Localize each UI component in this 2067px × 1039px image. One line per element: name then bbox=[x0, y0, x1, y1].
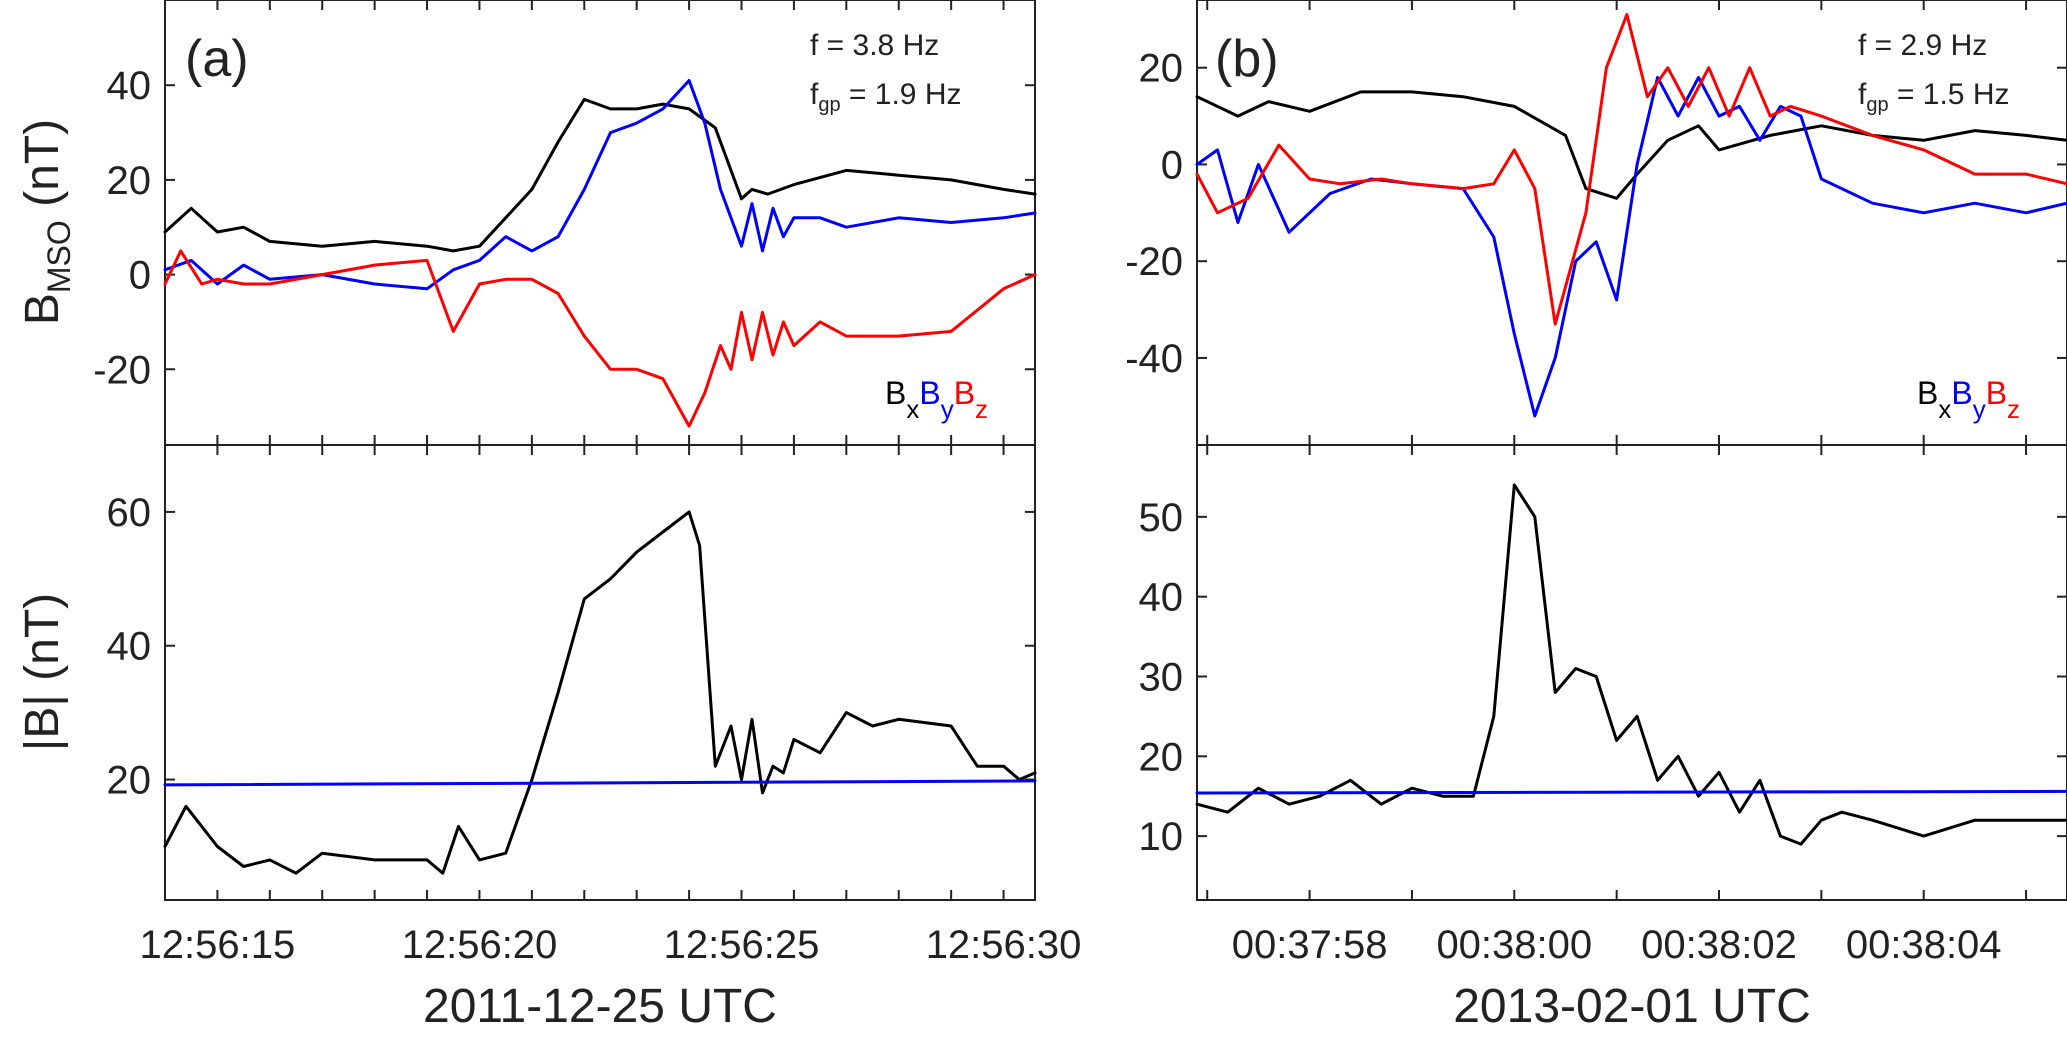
y-tick-label: 20 bbox=[107, 159, 152, 203]
x-axis-label: 2013-02-01 UTC bbox=[1453, 980, 1811, 1033]
series-line-bz bbox=[1195, 13, 2067, 326]
y-tick-label: 40 bbox=[1139, 576, 1184, 620]
y-tick-label: 30 bbox=[1139, 655, 1184, 699]
x-tick-label: 12:56:30 bbox=[926, 923, 1082, 967]
legend-bx: B bbox=[885, 375, 906, 411]
panel-b-top: -40 -20 0 20 (b) f = 2.9 Hz fgp = 1.5 Hz Bx… bbox=[1125, 0, 2067, 446]
legend-by: B bbox=[1951, 375, 1972, 411]
x-tick-label: 00:38:04 bbox=[1846, 923, 2002, 967]
x-tick-label: 00:37:58 bbox=[1232, 923, 1388, 967]
tick-marks: -20 0 20 40 bbox=[93, 0, 1035, 445]
series-group bbox=[163, 510, 1037, 875]
series-line-reference bbox=[163, 779, 1037, 787]
x-tick-label: 12:56:20 bbox=[402, 923, 558, 967]
y-tick-label: -40 bbox=[1125, 337, 1183, 381]
x-tick-label: 12:56:15 bbox=[140, 923, 296, 967]
panel-label: (a) bbox=[185, 30, 249, 88]
y-tick-label: 20 bbox=[1139, 47, 1184, 91]
x-axis-label: 2011-12-25 UTC bbox=[423, 980, 777, 1033]
series-line-b bbox=[1195, 483, 2067, 846]
legend-bz: B bbox=[1986, 375, 2007, 411]
legend: BxByBz bbox=[885, 375, 988, 424]
y-tick-label: 20 bbox=[107, 759, 152, 803]
y-tick-label: 40 bbox=[107, 64, 152, 108]
y-axis-label-bottom-left: |B| (nT) bbox=[16, 593, 69, 751]
legend: BxByBz bbox=[1917, 375, 2020, 424]
annotation-f: f = 2.9 Hz bbox=[1858, 29, 1987, 62]
legend-bx: B bbox=[1917, 375, 1938, 411]
annotation-fgp: fgp = 1.9 Hz bbox=[810, 78, 962, 116]
panel-a-top: -20 0 20 40 (a) f = 3.8 Hz fgp = 1.9 Hz BxB… bbox=[93, 0, 1037, 446]
panel-a-bottom: 20 40 60 12:56:15 12:56:20 12:56:25 12:56:30 2… bbox=[107, 444, 1082, 1033]
y-tick-label: 60 bbox=[107, 491, 152, 535]
x-tick-label: 12:56:25 bbox=[664, 923, 820, 967]
tick-marks: 10 20 30 40 50 00:37:58 00:38:00 00:38:02 00:38:… bbox=[1139, 445, 2067, 967]
series-line-b bbox=[163, 510, 1037, 875]
y-tick-label: 0 bbox=[129, 254, 151, 298]
series-line-by bbox=[163, 79, 1037, 291]
series-line-reference bbox=[1195, 789, 2067, 795]
tick-marks: 20 40 60 12:56:15 12:56:20 12:56:25 12:56:30 bbox=[107, 445, 1082, 967]
legend-by: B bbox=[919, 375, 940, 411]
annotation-f: f = 3.8 Hz bbox=[810, 29, 939, 62]
y-tick-label: -20 bbox=[93, 348, 151, 392]
series-group bbox=[1195, 483, 2067, 846]
axes-frame bbox=[1196, 444, 2067, 901]
y-tick-label: 10 bbox=[1139, 815, 1184, 859]
y-tick-label: 0 bbox=[1161, 143, 1183, 187]
series-line-by bbox=[1195, 75, 2067, 418]
series-group bbox=[1195, 13, 2067, 418]
legend-bz: B bbox=[954, 375, 975, 411]
series-line-bz bbox=[163, 249, 1037, 428]
panel-b-bottom: 10 20 30 40 50 00:37:58 00:38:00 00:38:02 00:38:… bbox=[1139, 444, 2067, 1033]
panel-label: (b) bbox=[1215, 30, 1279, 88]
series-group bbox=[163, 79, 1037, 428]
y-axis-label-top-left: BMSO (nT) bbox=[16, 119, 77, 325]
x-tick-label: 00:38:02 bbox=[1641, 923, 1797, 967]
y-tick-label: 20 bbox=[1139, 735, 1184, 779]
y-tick-label: -20 bbox=[1125, 240, 1183, 284]
y-tick-label: 50 bbox=[1139, 496, 1184, 540]
tick-marks: -40 -20 0 20 bbox=[1125, 0, 2067, 445]
y-tick-label: 40 bbox=[107, 625, 152, 669]
annotation-fgp: fgp = 1.5 Hz bbox=[1858, 78, 2010, 116]
series-line-bx bbox=[163, 97, 1037, 253]
x-tick-label: 00:38:00 bbox=[1436, 923, 1592, 967]
axes-frame bbox=[164, 444, 1036, 901]
series-line-bx bbox=[1195, 90, 2067, 200]
